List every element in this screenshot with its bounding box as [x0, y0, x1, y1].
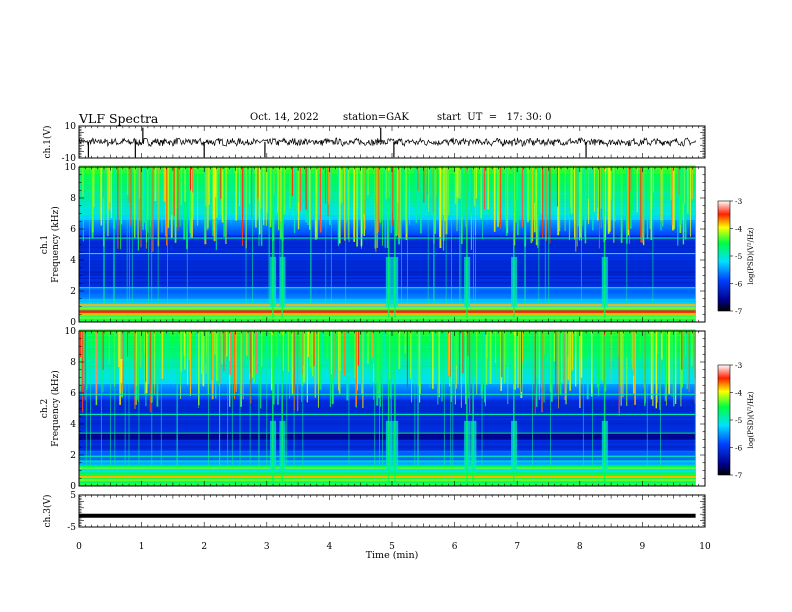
band-line-1 [79, 311, 696, 315]
ch1-spec-cbtick-3: -6 [735, 280, 743, 289]
date-label: Oct. 14, 2022 [250, 112, 319, 123]
x-tick-2: 2 [201, 542, 207, 552]
x-tick-0: 0 [76, 542, 82, 552]
ch2-spec-ytick-4: 8 [70, 358, 76, 368]
ch3-wave-ylabel-0: ch.3(V) [42, 495, 53, 528]
ch1-spec-ytick-1: 2 [70, 287, 76, 297]
ch3-wave-ytick-1: -5 [67, 523, 76, 533]
spectrogram-ch1 [79, 165, 705, 323]
ch2-spec-cbtick-0: -3 [735, 361, 743, 370]
ch1-spec-cbtick-1: -4 [735, 225, 743, 234]
ch1-spec-colorbar [717, 200, 731, 312]
ch1-spec-ytick-4: 8 [70, 194, 76, 204]
ch1-spec-ytick-2: 4 [70, 256, 76, 266]
ch1-wave-ytick-1: -10 [62, 154, 77, 164]
ch1-waveform [78, 137, 696, 148]
station-label: station=GAK [343, 112, 409, 123]
ch3-wave-ytick-0: 5 [70, 491, 76, 501]
band-line-2 [79, 307, 696, 310]
ch1-spec-ylabel-0: ch.1 [40, 235, 50, 254]
x-tick-1: 1 [139, 542, 145, 552]
ch1-wave-ytick-0: 10 [65, 122, 77, 132]
band-line-1 [79, 475, 696, 479]
band-line-5 [79, 253, 696, 255]
band-line-6 [79, 413, 696, 415]
x-tick-6: 6 [452, 542, 458, 552]
x-tick-9: 9 [640, 542, 646, 552]
ch2-spec-colorbar [717, 364, 731, 476]
band-line-7 [79, 393, 696, 395]
ch1-wave-ylabel-0: ch.1(V) [42, 126, 53, 159]
x-tick-3: 3 [264, 542, 270, 552]
ch2-spec-cbtick-1: -4 [735, 389, 743, 398]
x-axis-label: Time (min) [366, 550, 419, 561]
ch1-spec-cbtick-4: -7 [735, 307, 743, 316]
ch2-spec-cbtick-4: -7 [735, 471, 743, 480]
x-tick-5: 5 [389, 542, 395, 552]
ch2-spec-ytick-3: 6 [70, 389, 76, 399]
ch1-spec-ytick-5: 10 [65, 163, 77, 173]
ch2-spec-ytick-1: 2 [70, 451, 76, 461]
x-tick-8: 8 [577, 542, 583, 552]
band-line-0 [79, 479, 696, 482]
ch2-spec-cblabel: log(PSD)(V²/Hz) [747, 391, 755, 448]
ch2-spec-ytick-2: 4 [70, 420, 76, 430]
ch1-spec-ytick-0: 0 [70, 318, 76, 328]
ch2-spec-ylabel-0: ch.2 [40, 399, 50, 418]
start-time-label: start UT = 17: 30: 0 [437, 112, 552, 123]
ch1-spec-ylabel-1: Frequency (kHz) [50, 206, 61, 283]
band-line-6 [79, 237, 696, 239]
ch1-spec-cbtick-2: -5 [735, 252, 743, 261]
spectrogram-ch2 [79, 329, 705, 487]
x-tick-7: 7 [514, 542, 520, 552]
ch2-spec-ylabel-1: Frequency (kHz) [50, 370, 61, 447]
ch2-spec-ytick-5: 10 [65, 327, 77, 337]
ch2-spec-ytick-0: 0 [70, 482, 76, 492]
ch2-spec-cbtick-3: -6 [735, 444, 743, 453]
band-line-0 [79, 316, 696, 319]
ch1-spec-cblabel: log(PSD)(V²/Hz) [747, 227, 755, 284]
ch1-spec-ytick-3: 6 [70, 225, 76, 235]
ch2-spec-cbtick-2: -5 [735, 416, 743, 425]
x-tick-4: 4 [327, 542, 333, 552]
figure-title: VLF Spectra [79, 111, 159, 126]
x-tick-10: 10 [699, 542, 711, 552]
ch1-spec-cbtick-0: -3 [735, 197, 743, 206]
